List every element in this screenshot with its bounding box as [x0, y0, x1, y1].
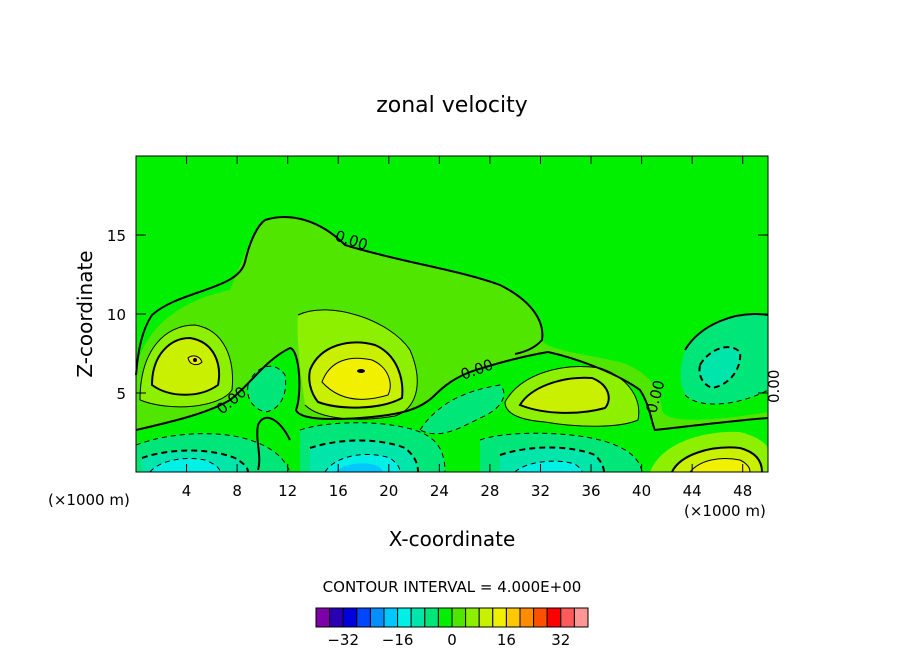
zero-contour	[264, 216, 544, 355]
x-tick-label: 44	[683, 482, 702, 500]
contour-neg-4	[479, 432, 643, 473]
y-tick-label: 10	[107, 306, 126, 324]
contour-pos-12	[321, 357, 391, 400]
colorbar-tick-label: 32	[551, 631, 570, 649]
contour-label: 0.00	[765, 370, 783, 403]
colorbar-tick-label: 0	[447, 631, 457, 649]
colorbar-swatch	[519, 607, 535, 628]
colorbar-swatch	[465, 607, 480, 628]
x-tick-label: 36	[581, 482, 600, 500]
max-marker	[357, 369, 365, 373]
contour-neg-4	[299, 422, 446, 473]
contour-neg-12	[324, 454, 401, 473]
x-tick-label: 12	[278, 482, 297, 500]
contour-neg-8	[141, 449, 249, 473]
contour-pos-4	[297, 309, 418, 420]
contour-neg-4	[247, 365, 287, 413]
contour-interval-text: CONTOUR INTERVAL = 4.000E+00	[323, 578, 582, 596]
contour-pos-8	[150, 336, 220, 396]
colorbar-swatch	[505, 607, 521, 628]
x-unit-right: (×1000 m)	[684, 502, 766, 520]
x-tick-label: 28	[480, 482, 499, 500]
plot-area: 0.00 0.00 0.00 0.00 0.00	[135, 155, 783, 473]
colorbar-swatch	[410, 607, 426, 628]
colorbar-swatch	[424, 607, 439, 628]
colorbar-swatch	[383, 607, 399, 628]
contour-pos-4	[139, 324, 234, 408]
contour-neg-8	[499, 446, 605, 473]
filled-region-neg-4	[420, 385, 504, 434]
contour-pos-12	[689, 458, 751, 473]
x-axis-label: X-coordinate	[389, 527, 516, 551]
chart-title: zonal velocity	[376, 93, 528, 118]
x-tick-label: 24	[430, 482, 449, 500]
colorbar-swatch	[329, 607, 344, 628]
y-axis: 5 10 15	[107, 227, 768, 403]
colorbar-swatch	[573, 607, 589, 628]
y-tick-label: 5	[116, 385, 126, 403]
colorbar-swatch	[478, 607, 494, 628]
max-marker	[193, 358, 197, 362]
filled-region-pos-8	[520, 377, 609, 413]
zero-contour	[135, 346, 769, 432]
contour-pos-8	[671, 446, 763, 473]
colorbar-swatch	[560, 607, 575, 628]
colorbar-swatch	[342, 607, 358, 628]
x-tick-label: 8	[232, 482, 242, 500]
y-tick-label: 15	[107, 227, 126, 245]
y-axis-label: Z-coordinate	[73, 250, 97, 377]
colorbar-tick-label: −32	[327, 631, 359, 649]
x-tick-label: 32	[531, 482, 550, 500]
filled-region-pos-12	[322, 358, 391, 400]
filled-region-neg-4	[247, 366, 286, 412]
colorbar-swatch	[533, 607, 548, 628]
colorbar-swatch	[437, 607, 453, 628]
contour-neg-8	[698, 346, 742, 390]
contour-neg-4	[419, 384, 505, 435]
contour-pos-8	[308, 341, 404, 409]
x-tick-label: 40	[632, 482, 651, 500]
contour-neg-4	[135, 433, 291, 473]
contour-pos-12	[187, 355, 203, 366]
colorbar-swatch	[356, 607, 371, 628]
x-tick-label: 4	[182, 482, 192, 500]
contour-lines	[135, 216, 769, 473]
contour-pos-8	[518, 376, 610, 414]
zero-contour	[135, 219, 266, 376]
contour-neg-12	[149, 458, 221, 473]
contour-neg-4	[684, 389, 769, 405]
filled-region-neg-12	[335, 463, 383, 472]
colorbar-swatch	[546, 607, 562, 628]
colorbar-swatch	[369, 607, 385, 628]
zero-contour	[684, 313, 769, 351]
colorbar-swatch	[397, 607, 412, 628]
contour-pos-4	[504, 366, 640, 427]
filled-region-neg-8	[699, 347, 741, 388]
colorbar-swatch	[315, 607, 331, 628]
x-unit-left: (×1000 m)	[48, 491, 130, 509]
x-axis: 4 8 12 16 20 24 28 32 36 40 44 48	[182, 156, 752, 500]
colorbar-swatch	[492, 607, 507, 628]
colorbar-tick-label: −16	[382, 631, 414, 649]
colorbar	[315, 607, 589, 628]
x-tick-label: 20	[379, 482, 398, 500]
x-tick-label: 48	[733, 482, 752, 500]
filled-region-pos-8	[152, 338, 220, 395]
colorbar-labels: −32 −16 0 16 32	[327, 631, 570, 649]
x-tick-label: 16	[329, 482, 348, 500]
colorbar-tick-label: 16	[497, 631, 516, 649]
colorbar-swatch	[451, 607, 467, 628]
zero-contour	[256, 416, 291, 471]
